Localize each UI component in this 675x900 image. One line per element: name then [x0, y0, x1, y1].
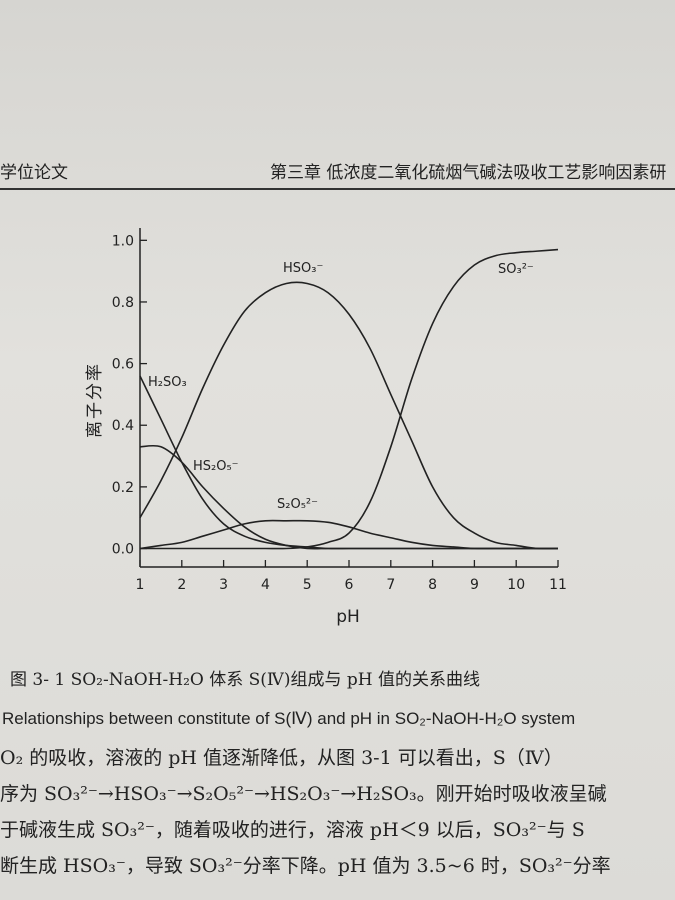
series-label: S₂O₅²⁻ — [277, 497, 318, 512]
y-tick-label: 0.2 — [112, 480, 134, 496]
body-line: 序为 SO₃²⁻→HSO₃⁻→S₂O₅²⁻→HS₂O₃⁻→H₂SO₃。刚开始时吸… — [0, 783, 607, 805]
y-tick-label: 0.4 — [112, 418, 134, 434]
series-label: HS₂O₅⁻ — [193, 459, 239, 474]
series-line — [140, 248, 559, 550]
x-tick-label: 7 — [386, 577, 395, 593]
body-line: 于碱液生成 SO₃²⁻，随着吸收的进行，溶液 pH＜9 以后，SO₃²⁻与 S — [0, 819, 585, 841]
body-line: 断生成 HSO₃⁻，导致 SO₃²⁻分率下降。pH 值为 3.5~6 时，SO₃… — [0, 855, 611, 877]
series-label: HSO₃⁻ — [283, 261, 323, 276]
y-tick-label: 1.0 — [112, 233, 134, 249]
x-tick-label: 9 — [470, 577, 479, 593]
x-tick-label: 1 — [136, 577, 145, 593]
body-line: O₂ 的吸收，溶液的 pH 值逐渐降低，从图 3-1 可以看出，S（Ⅳ） — [0, 747, 563, 769]
x-tick-label: 5 — [303, 577, 312, 593]
x-axis-label: pH — [336, 607, 360, 627]
x-tick-label: 6 — [345, 577, 354, 593]
header-right: 第三章 低浓度二氧化硫烟气碱法吸收工艺影响因素研 — [270, 163, 667, 183]
y-tick-label: 0.6 — [112, 357, 134, 373]
series-line — [139, 519, 559, 550]
series-line — [139, 281, 559, 550]
x-tick-label: 2 — [177, 577, 186, 593]
x-tick-label: 10 — [507, 577, 525, 593]
chart: 离子分率 pH 0.0 0.2 0.4 0.6 0.8 1.0 1 2 3 4 5 6 7 8 9 10 11 H… — [85, 228, 567, 627]
header-left: 学位论文 — [0, 163, 68, 183]
y-tick-label: 0.8 — [112, 295, 134, 311]
x-tick-label: 8 — [428, 577, 437, 593]
header-rule — [0, 188, 675, 190]
y-axis-label: 离子分率 — [85, 362, 105, 438]
y-tick-label: 0.0 — [112, 542, 134, 558]
series-label: SO₃²⁻ — [498, 262, 534, 277]
series-label: H₂SO₃ — [148, 375, 187, 390]
x-tick-label: 4 — [261, 577, 270, 593]
x-tick-label: 3 — [219, 577, 228, 593]
x-tick-label: 11 — [549, 577, 567, 593]
figure-caption-en: Relationships between constitute of S(Ⅳ)… — [2, 709, 576, 728]
figure-caption: 图 3- 1 SO₂-NaOH-H₂O 体系 S(Ⅳ)组成与 pH 值的关系曲线 — [10, 670, 481, 690]
